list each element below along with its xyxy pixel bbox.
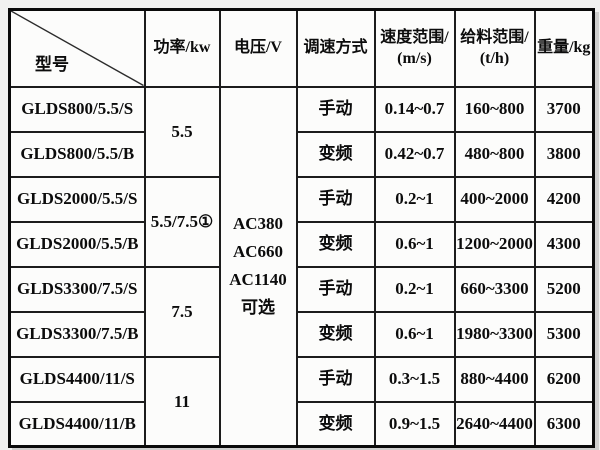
model-cell: GLDS800/5.5/S [8,85,146,133]
speed-range-cell: 0.2~1 [373,265,456,313]
model-cell: GLDS3300/7.5/S [8,265,146,313]
header-row: 型号 功率/kw 电压/V 调速方式 速度范围/ (m/s) 给料范围/ (t/… [8,8,595,88]
model-cell: GLDS2000/5.5/S [8,175,146,223]
feed-range-cell: 480~800 [453,130,536,178]
speed-range-cell: 0.14~0.7 [373,85,456,133]
speed-mode-cell: 变频 [295,310,376,358]
feed-range-cell: 160~800 [453,85,536,133]
voltage-option: 可选 [241,298,275,318]
model-cell: GLDS2000/5.5/B [8,220,146,268]
feed-range-cell: 1200~2000 [453,220,536,268]
model-header-cell: 型号 [8,8,146,88]
feed-range-cell: 1980~3300 [453,310,536,358]
model-header-label: 型号 [35,55,69,75]
table-row: GLDS3300/7.5/S 7.5 手动 0.2~1 660~3300 520… [8,265,595,358]
speed-range-cell: 0.42~0.7 [373,130,456,178]
spec-table: 型号 功率/kw 电压/V 调速方式 速度范围/ (m/s) 给料范围/ (t/… [8,8,595,448]
speed-range-header-line2: (m/s) [397,50,432,68]
speed-mode-cell: 手动 [295,355,376,403]
speed-range-header-line1: 速度范围/ [380,28,449,46]
feed-range-header-line2: (t/h) [479,50,510,68]
speed-range-cell: 0.6~1 [373,310,456,358]
power-cell: 5.5 [143,85,221,178]
speed-mode-cell: 变频 [295,130,376,178]
speed-mode-cell: 变频 [295,400,376,448]
table-row: GLDS2000/5.5/S 5.5/7.5① 手动 0.2~1 400~200… [8,175,595,268]
voltage-option: AC660 [232,242,284,262]
power-cell: 7.5 [143,265,221,358]
model-cell: GLDS4400/11/S [8,355,146,403]
weight-cell: 3700 [533,85,595,133]
table-row: GLDS2000/5.5/B 变频 0.6~1 1200~2000 4300 [8,220,595,268]
voltage-cell: AC380 AC660 AC1140 可选 [218,85,298,448]
voltage-header: 电压/V [218,8,298,88]
feed-range-cell: 400~2000 [453,175,536,223]
voltage-option: AC1140 [229,270,287,290]
weight-cell: 5300 [533,310,595,358]
power-cell: 11 [143,355,221,448]
diagonal-divider-line [11,11,144,86]
speed-mode-cell: 变频 [295,220,376,268]
table-row: GLDS3300/7.5/B 变频 0.6~1 1980~3300 5300 [8,310,595,358]
feed-range-header: 给料范围/ (t/h) [453,8,536,88]
feed-range-header-line1: 给料范围/ [460,28,529,46]
weight-cell: 4200 [533,175,595,223]
power-header: 功率/kw [143,8,221,88]
speed-range-cell: 0.2~1 [373,175,456,223]
feed-range-cell: 2640~4400 [453,400,536,448]
speed-range-header: 速度范围/ (m/s) [373,8,456,88]
model-cell: GLDS3300/7.5/B [8,310,146,358]
table-row: GLDS800/5.5/S 5.5 AC380 AC660 AC1140 可选 … [8,85,595,448]
table-row: GLDS800/5.5/B 变频 0.42~0.7 480~800 3800 [8,130,595,178]
speed-range-cell: 0.3~1.5 [373,355,456,403]
weight-cell: 6200 [533,355,595,403]
speed-range-cell: 0.9~1.5 [373,400,456,448]
voltage-option: AC380 [232,214,284,234]
weight-cell: 3800 [533,130,595,178]
speed-mode-header: 调速方式 [295,8,376,88]
weight-cell: 4300 [533,220,595,268]
model-cell: GLDS4400/11/B [8,400,146,448]
speed-mode-cell: 手动 [295,175,376,223]
model-cell: GLDS800/5.5/B [8,130,146,178]
speed-mode-cell: 手动 [295,265,376,313]
speed-range-cell: 0.6~1 [373,220,456,268]
weight-header: 重量/kg [533,8,595,88]
speed-mode-cell: 手动 [295,85,376,133]
weight-cell: 6300 [533,400,595,448]
power-cell: 5.5/7.5① [143,175,221,268]
table-row: GLDS4400/11/B 变频 0.9~1.5 2640~4400 6300 [8,400,595,448]
weight-cell: 5200 [533,265,595,313]
feed-range-cell: 660~3300 [453,265,536,313]
feed-range-cell: 880~4400 [453,355,536,403]
table-row: GLDS4400/11/S 11 手动 0.3~1.5 880~4400 620… [8,355,595,448]
